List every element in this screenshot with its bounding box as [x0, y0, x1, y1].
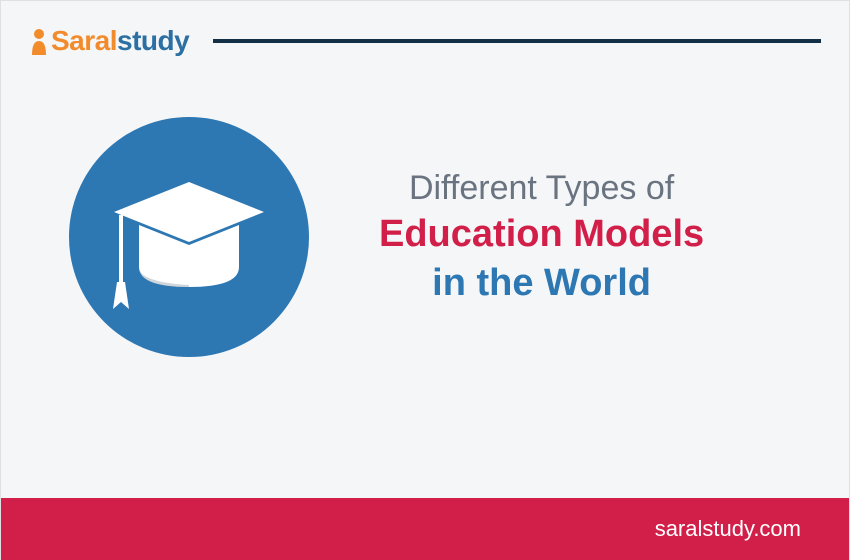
main-area: Saral study Different Types of Education…	[1, 1, 849, 498]
logo-text-part1: Saral	[51, 25, 117, 57]
graduation-cap-circle	[69, 117, 309, 357]
title-block: Different Types of Education Models in t…	[379, 166, 704, 309]
footer: saralstudy.com	[1, 498, 849, 560]
logo-person-icon	[29, 27, 49, 55]
footer-url: saralstudy.com	[655, 516, 801, 542]
title-line2: Education Models	[379, 210, 704, 259]
logo-text-part2: study	[117, 25, 189, 57]
content-row: Different Types of Education Models in t…	[29, 117, 821, 357]
logo: Saral study	[29, 25, 189, 57]
title-line1: Different Types of	[379, 166, 704, 210]
infographic-card: Saral study Different Types of Education…	[0, 0, 850, 560]
title-line3: in the World	[379, 259, 704, 308]
header-divider	[213, 39, 821, 43]
graduation-cap-icon	[89, 137, 289, 337]
header: Saral study	[29, 25, 821, 57]
